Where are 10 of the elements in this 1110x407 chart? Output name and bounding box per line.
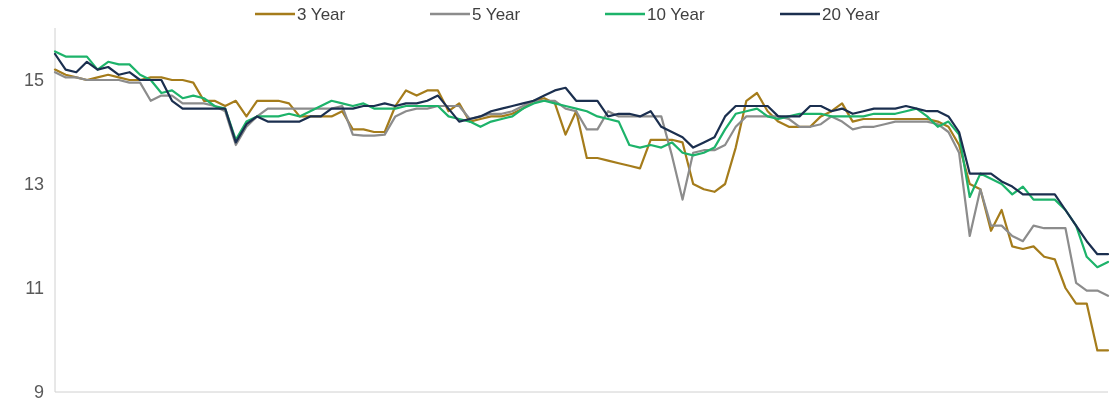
legend-label: 10 Year: [647, 4, 706, 24]
y-tick-label: 15: [23, 70, 44, 91]
legend-label: 5 Year: [472, 4, 521, 24]
line-series: [53, 68, 1110, 352]
legend-label: 20 Year: [822, 4, 881, 24]
y-tick-label: 9: [33, 382, 44, 403]
y-tick-label: 11: [25, 278, 44, 299]
legend-label: 3 Year: [297, 4, 346, 24]
line-series: [53, 71, 1110, 297]
y-tick-label: 13: [23, 174, 44, 195]
